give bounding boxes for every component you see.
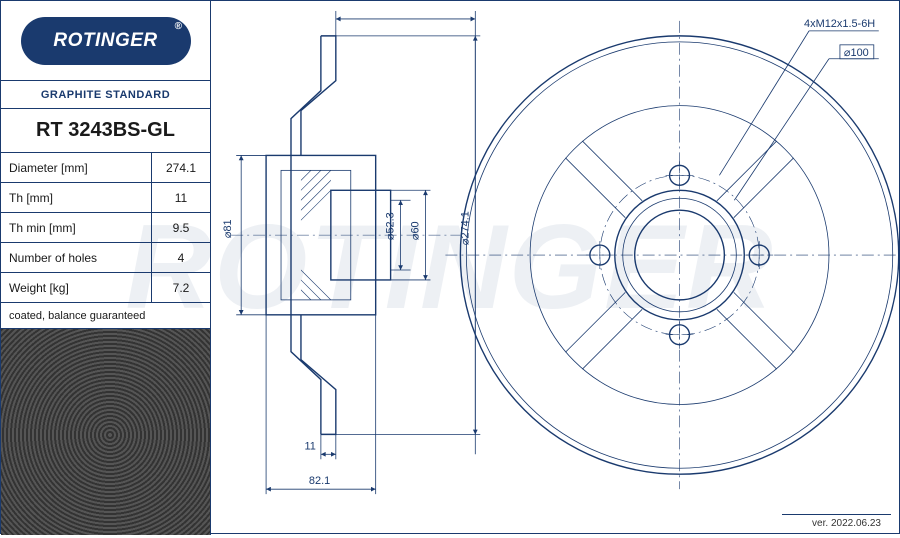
pcd-spec: ⌀100	[844, 47, 869, 59]
spec-value: 11	[152, 183, 210, 212]
spec-label: Number of holes	[1, 243, 152, 272]
spec-value: 9.5	[152, 213, 210, 242]
disc-photo-graphic	[1, 329, 210, 535]
version-label: ver. 2022.06.23	[782, 514, 891, 529]
spec-row: Diameter [mm] 274.1	[1, 153, 210, 183]
side-view: ⌀81 ⌀52.3 ⌀60 ⌀274.1 11 82.1	[222, 11, 480, 494]
dim-d52: ⌀52.3	[385, 212, 397, 240]
logo-cell: ROTINGER	[1, 1, 210, 81]
spec-label: Th [mm]	[1, 183, 152, 212]
spec-value: 7.2	[152, 273, 210, 302]
spec-label: Diameter [mm]	[1, 153, 152, 182]
spec-value: 4	[152, 243, 210, 272]
bolt-spec: 4xM12x1.5-6H	[804, 18, 875, 30]
dim-th: 11	[305, 440, 316, 452]
dim-width: 82.1	[309, 475, 330, 487]
product-photo	[1, 329, 210, 535]
subtitle: GRAPHITE STANDARD	[1, 81, 210, 109]
spec-row: Th min [mm] 9.5	[1, 213, 210, 243]
info-panel: ROTINGER GRAPHITE STANDARD RT 3243BS-GL …	[1, 1, 211, 535]
brand-logo: ROTINGER	[21, 17, 191, 65]
technical-drawing: ⌀81 ⌀52.3 ⌀60 ⌀274.1 11 82.1 4xM12x1.5-6…	[211, 1, 899, 533]
spec-row: Weight [kg] 7.2	[1, 273, 210, 303]
dim-d81: ⌀81	[222, 219, 234, 238]
dim-d60: ⌀60	[410, 221, 422, 240]
spec-label: Weight [kg]	[1, 273, 152, 302]
spec-row: Number of holes 4	[1, 243, 210, 273]
note: coated, balance guaranteed	[1, 303, 210, 329]
spec-value: 274.1	[152, 153, 210, 182]
part-number: RT 3243BS-GL	[1, 109, 210, 153]
front-view	[445, 21, 899, 489]
spec-row: Th [mm] 11	[1, 183, 210, 213]
spec-label: Th min [mm]	[1, 213, 152, 242]
